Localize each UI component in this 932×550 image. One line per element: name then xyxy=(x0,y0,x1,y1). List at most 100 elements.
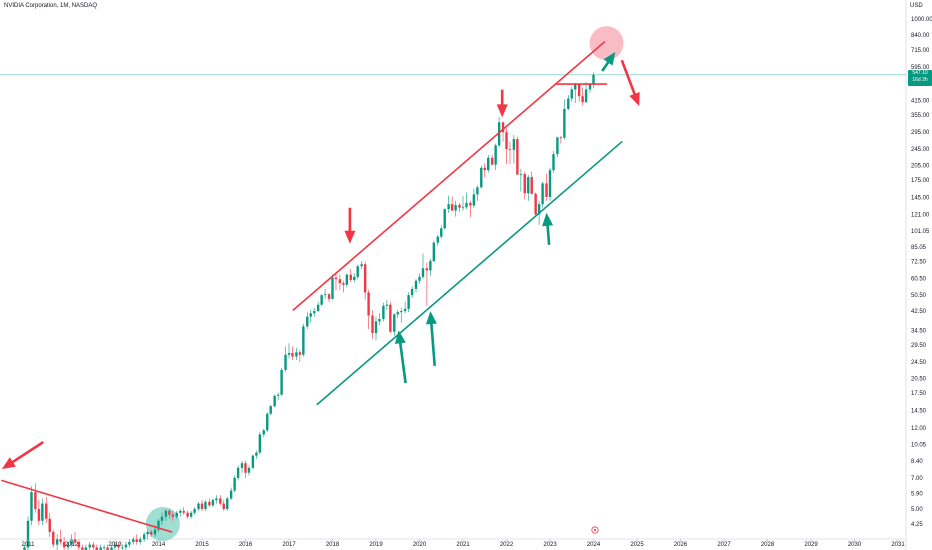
candle-body xyxy=(66,544,70,548)
candle xyxy=(429,258,432,277)
candle-body xyxy=(367,292,370,316)
y-tick-label: 10.05 xyxy=(911,442,927,448)
candle-body xyxy=(349,274,352,280)
trendlines-layer[interactable] xyxy=(1,41,623,533)
candle xyxy=(309,309,312,323)
top-down-arrow[interactable] xyxy=(496,89,508,118)
candle xyxy=(378,313,381,326)
candle-body xyxy=(461,207,465,209)
right-down-arrow[interactable] xyxy=(620,59,640,107)
candle-body xyxy=(226,498,229,509)
candle-body xyxy=(186,512,189,517)
candle-body xyxy=(26,520,30,548)
candle xyxy=(226,496,229,511)
candle-body xyxy=(436,236,439,243)
candle-body xyxy=(84,547,88,550)
candle xyxy=(73,531,77,545)
candle-body xyxy=(306,316,309,327)
candle-body xyxy=(204,501,207,509)
candle xyxy=(490,154,494,166)
candle xyxy=(548,167,552,201)
y-tick-label: 355.00 xyxy=(911,113,930,119)
arrows-layer[interactable] xyxy=(1,52,640,469)
candle-body xyxy=(363,264,367,293)
candle-body xyxy=(266,413,269,431)
candle xyxy=(338,274,342,290)
earnings-marker[interactable] xyxy=(591,526,599,534)
candle xyxy=(436,234,439,246)
x-axis[interactable]: 2011 2012 2013 2014 2015 2016 2017 2018 2019 2020… xyxy=(22,539,906,548)
candle xyxy=(280,367,283,396)
bottom-up-arrow-2[interactable] xyxy=(425,311,437,366)
candle-body xyxy=(269,406,272,414)
currency-label[interactable]: USD xyxy=(910,3,923,9)
candle xyxy=(236,465,240,481)
candle xyxy=(353,273,356,283)
candle xyxy=(345,273,349,288)
candle-body xyxy=(132,539,135,542)
candle xyxy=(516,136,519,176)
candle-body xyxy=(425,268,429,271)
candle-body xyxy=(469,202,472,206)
candle xyxy=(584,82,588,103)
candle xyxy=(577,84,581,102)
y-axis[interactable]: 4.25 5.00 5.90 7.00 8.40 10.05 12.00 14.50 17.50… xyxy=(911,17,932,528)
candle xyxy=(197,501,200,511)
candle xyxy=(171,510,175,521)
y-tick-label: 72.50 xyxy=(911,260,927,266)
candle-body xyxy=(62,541,66,548)
y-tick-label: 8.40 xyxy=(911,459,923,465)
candle-body xyxy=(233,477,236,491)
candle-body xyxy=(563,108,566,138)
candle-body xyxy=(77,541,81,548)
candle-body xyxy=(403,308,407,312)
candle xyxy=(255,450,258,459)
x-tick-label: 2030 xyxy=(848,542,862,548)
upper-channel[interactable] xyxy=(292,41,606,311)
y-tick-label: 29.50 xyxy=(911,343,927,349)
candle-body xyxy=(552,154,555,171)
candle xyxy=(374,316,378,341)
candle-body xyxy=(193,508,196,513)
candle-body xyxy=(276,394,280,396)
candle-body xyxy=(295,352,298,357)
candle xyxy=(407,292,410,313)
candle xyxy=(530,171,533,195)
y-tick-label: 34.50 xyxy=(911,328,927,334)
candle-body xyxy=(545,183,548,197)
candle xyxy=(403,301,407,314)
candle-body xyxy=(273,395,276,407)
candle-body xyxy=(393,314,396,332)
candle-body xyxy=(30,492,33,521)
candle-body xyxy=(556,137,559,155)
last-price-value: 547.10 xyxy=(912,70,928,76)
descending-line[interactable] xyxy=(1,479,173,533)
candle xyxy=(124,541,128,550)
candle-body xyxy=(258,434,262,453)
x-tick-label: 2017 xyxy=(282,542,296,548)
candle-body xyxy=(298,352,302,355)
candle-body xyxy=(92,544,95,548)
bottom-up-arrow-1[interactable] xyxy=(394,330,407,384)
candle xyxy=(519,168,523,192)
candle xyxy=(291,346,294,361)
bottom-up-arrow-3[interactable] xyxy=(542,212,554,245)
candle xyxy=(160,512,164,526)
x-tick-label: 2031 xyxy=(891,542,905,548)
y-tick-label: 5.00 xyxy=(911,507,923,513)
candle xyxy=(258,431,262,455)
lower-channel[interactable] xyxy=(316,141,623,406)
candle-body xyxy=(559,137,563,139)
top-up-arrow[interactable] xyxy=(601,52,616,72)
mid-down-arrow[interactable] xyxy=(344,207,356,244)
candle xyxy=(110,544,113,550)
top-highlight xyxy=(589,26,624,61)
candle xyxy=(45,496,48,523)
candle-body xyxy=(338,279,342,284)
left-down-arrow[interactable] xyxy=(1,441,44,469)
candle xyxy=(567,95,570,111)
candle xyxy=(23,544,26,550)
candle xyxy=(295,348,298,361)
y-tick-label: 595.00 xyxy=(911,65,930,71)
